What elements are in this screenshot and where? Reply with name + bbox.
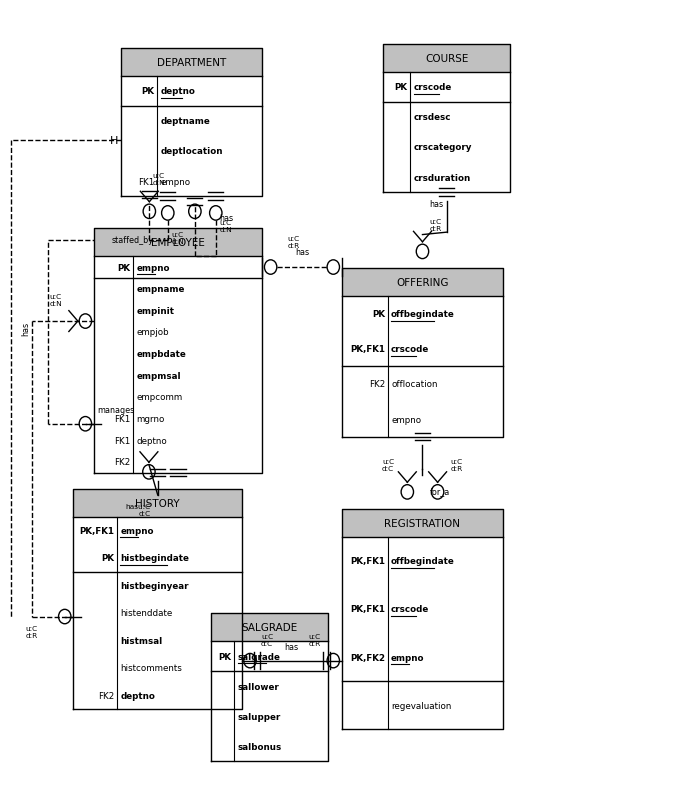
Text: crsduration: crsduration [414,173,471,182]
Text: offlocation: offlocation [391,380,437,389]
Text: deptno: deptno [161,87,195,96]
Text: H: H [110,136,118,145]
Text: empno: empno [120,526,154,535]
Text: salupper: salupper [237,711,281,721]
Text: crsdesc: crsdesc [414,113,451,122]
Text: EMPLOYEE: EMPLOYEE [151,238,205,248]
Text: deptno: deptno [137,436,168,445]
Text: u:C
d:R: u:C d:R [287,236,299,249]
Bar [342,509,504,537]
Text: OFFERING: OFFERING [396,278,448,288]
Text: empinit: empinit [137,306,175,315]
Text: u:C
d:C: u:C d:C [261,633,273,646]
Text: has: has [284,642,299,650]
Text: empcomm: empcomm [137,393,183,402]
Text: FK2: FK2 [115,458,130,467]
Text: histcomments: histcomments [120,663,182,673]
Text: PK,FK2: PK,FK2 [350,653,385,662]
Text: FK1: FK1 [115,436,130,445]
Text: PK: PK [141,87,155,96]
Bar [94,229,262,473]
Bar [342,269,504,297]
Text: manages: manages [97,405,135,414]
Text: staffed_by: staffed_by [112,235,154,245]
Text: histmsal: histmsal [120,636,163,645]
Text: u:C
d:R: u:C d:R [308,633,321,646]
Text: deptno: deptno [120,691,155,700]
Text: PK,FK1: PK,FK1 [350,345,385,354]
Text: histenddate: histenddate [120,609,172,618]
Text: PK: PK [395,83,408,92]
Bar [342,269,504,437]
Bar [342,509,504,729]
Text: PK: PK [117,263,130,272]
Bar [94,229,262,257]
Text: PK,FK1: PK,FK1 [350,557,385,565]
Text: mgrno: mgrno [137,415,165,423]
Text: FK2: FK2 [368,380,385,389]
Bar [73,489,242,517]
Text: u:C
d:R: u:C d:R [451,459,463,472]
Text: crscode: crscode [391,605,429,614]
Text: empno: empno [391,653,424,662]
Text: PK: PK [218,652,231,661]
Text: COURSE: COURSE [425,54,469,63]
Text: DEPARTMENT: DEPARTMENT [157,58,226,67]
Text: for_a: for_a [429,486,450,495]
Text: u:C
d:R: u:C d:R [26,625,38,638]
Bar [73,489,242,709]
Text: offbegindate: offbegindate [391,310,455,319]
Text: has: has [429,200,444,209]
Bar [210,614,328,761]
Text: u:C
d:N: u:C d:N [171,231,184,245]
Text: sallower: sallower [237,682,279,691]
Text: deptlocation: deptlocation [161,148,223,156]
Text: empno: empno [391,415,421,424]
Text: empjob: empjob [137,328,169,337]
Bar [121,49,262,196]
Text: u:C
d:R: u:C d:R [429,218,442,232]
Text: u:C
d:N: u:C d:N [50,294,62,306]
Text: PK,FK1: PK,FK1 [350,605,385,614]
Text: offbegindate: offbegindate [391,557,455,565]
Text: u:C
d:N: u:C d:N [152,173,166,186]
Text: regevaluation: regevaluation [391,701,451,710]
Text: empbdate: empbdate [137,350,186,358]
Text: has: has [21,322,30,336]
Bar [383,45,511,73]
Text: salbonus: salbonus [237,742,282,751]
Text: histbeginyear: histbeginyear [120,581,189,590]
Text: has: has [219,214,233,223]
Text: histbegindate: histbegindate [120,553,189,563]
Text: PK,FK1: PK,FK1 [79,526,114,535]
Text: u:C
d:N: u:C d:N [219,219,232,233]
Text: PK: PK [372,310,385,319]
Text: u:C
d:C: u:C d:C [382,459,394,472]
Bar [383,45,511,192]
Text: FK1: FK1 [138,177,155,186]
Text: crscode: crscode [414,83,452,92]
Text: SALGRADE: SALGRADE [241,622,297,632]
Text: empno: empno [161,177,190,186]
Text: FK1: FK1 [115,415,130,423]
Bar [210,614,328,641]
Text: PK: PK [101,553,114,563]
Bar [121,49,262,77]
Text: empmsal: empmsal [137,371,181,380]
Text: crscode: crscode [391,345,429,354]
Text: REGISTRATION: REGISTRATION [384,518,460,528]
Text: HISTORY: HISTORY [135,498,179,508]
Text: crscategory: crscategory [414,144,472,152]
Text: deptname: deptname [161,117,210,126]
Text: hasu:C
d:C: hasu:C d:C [126,504,151,516]
Text: empno: empno [137,263,170,272]
Text: empname: empname [137,285,185,294]
Text: FK2: FK2 [98,691,114,700]
Text: salgrade: salgrade [237,652,280,661]
Text: has: has [295,248,309,257]
